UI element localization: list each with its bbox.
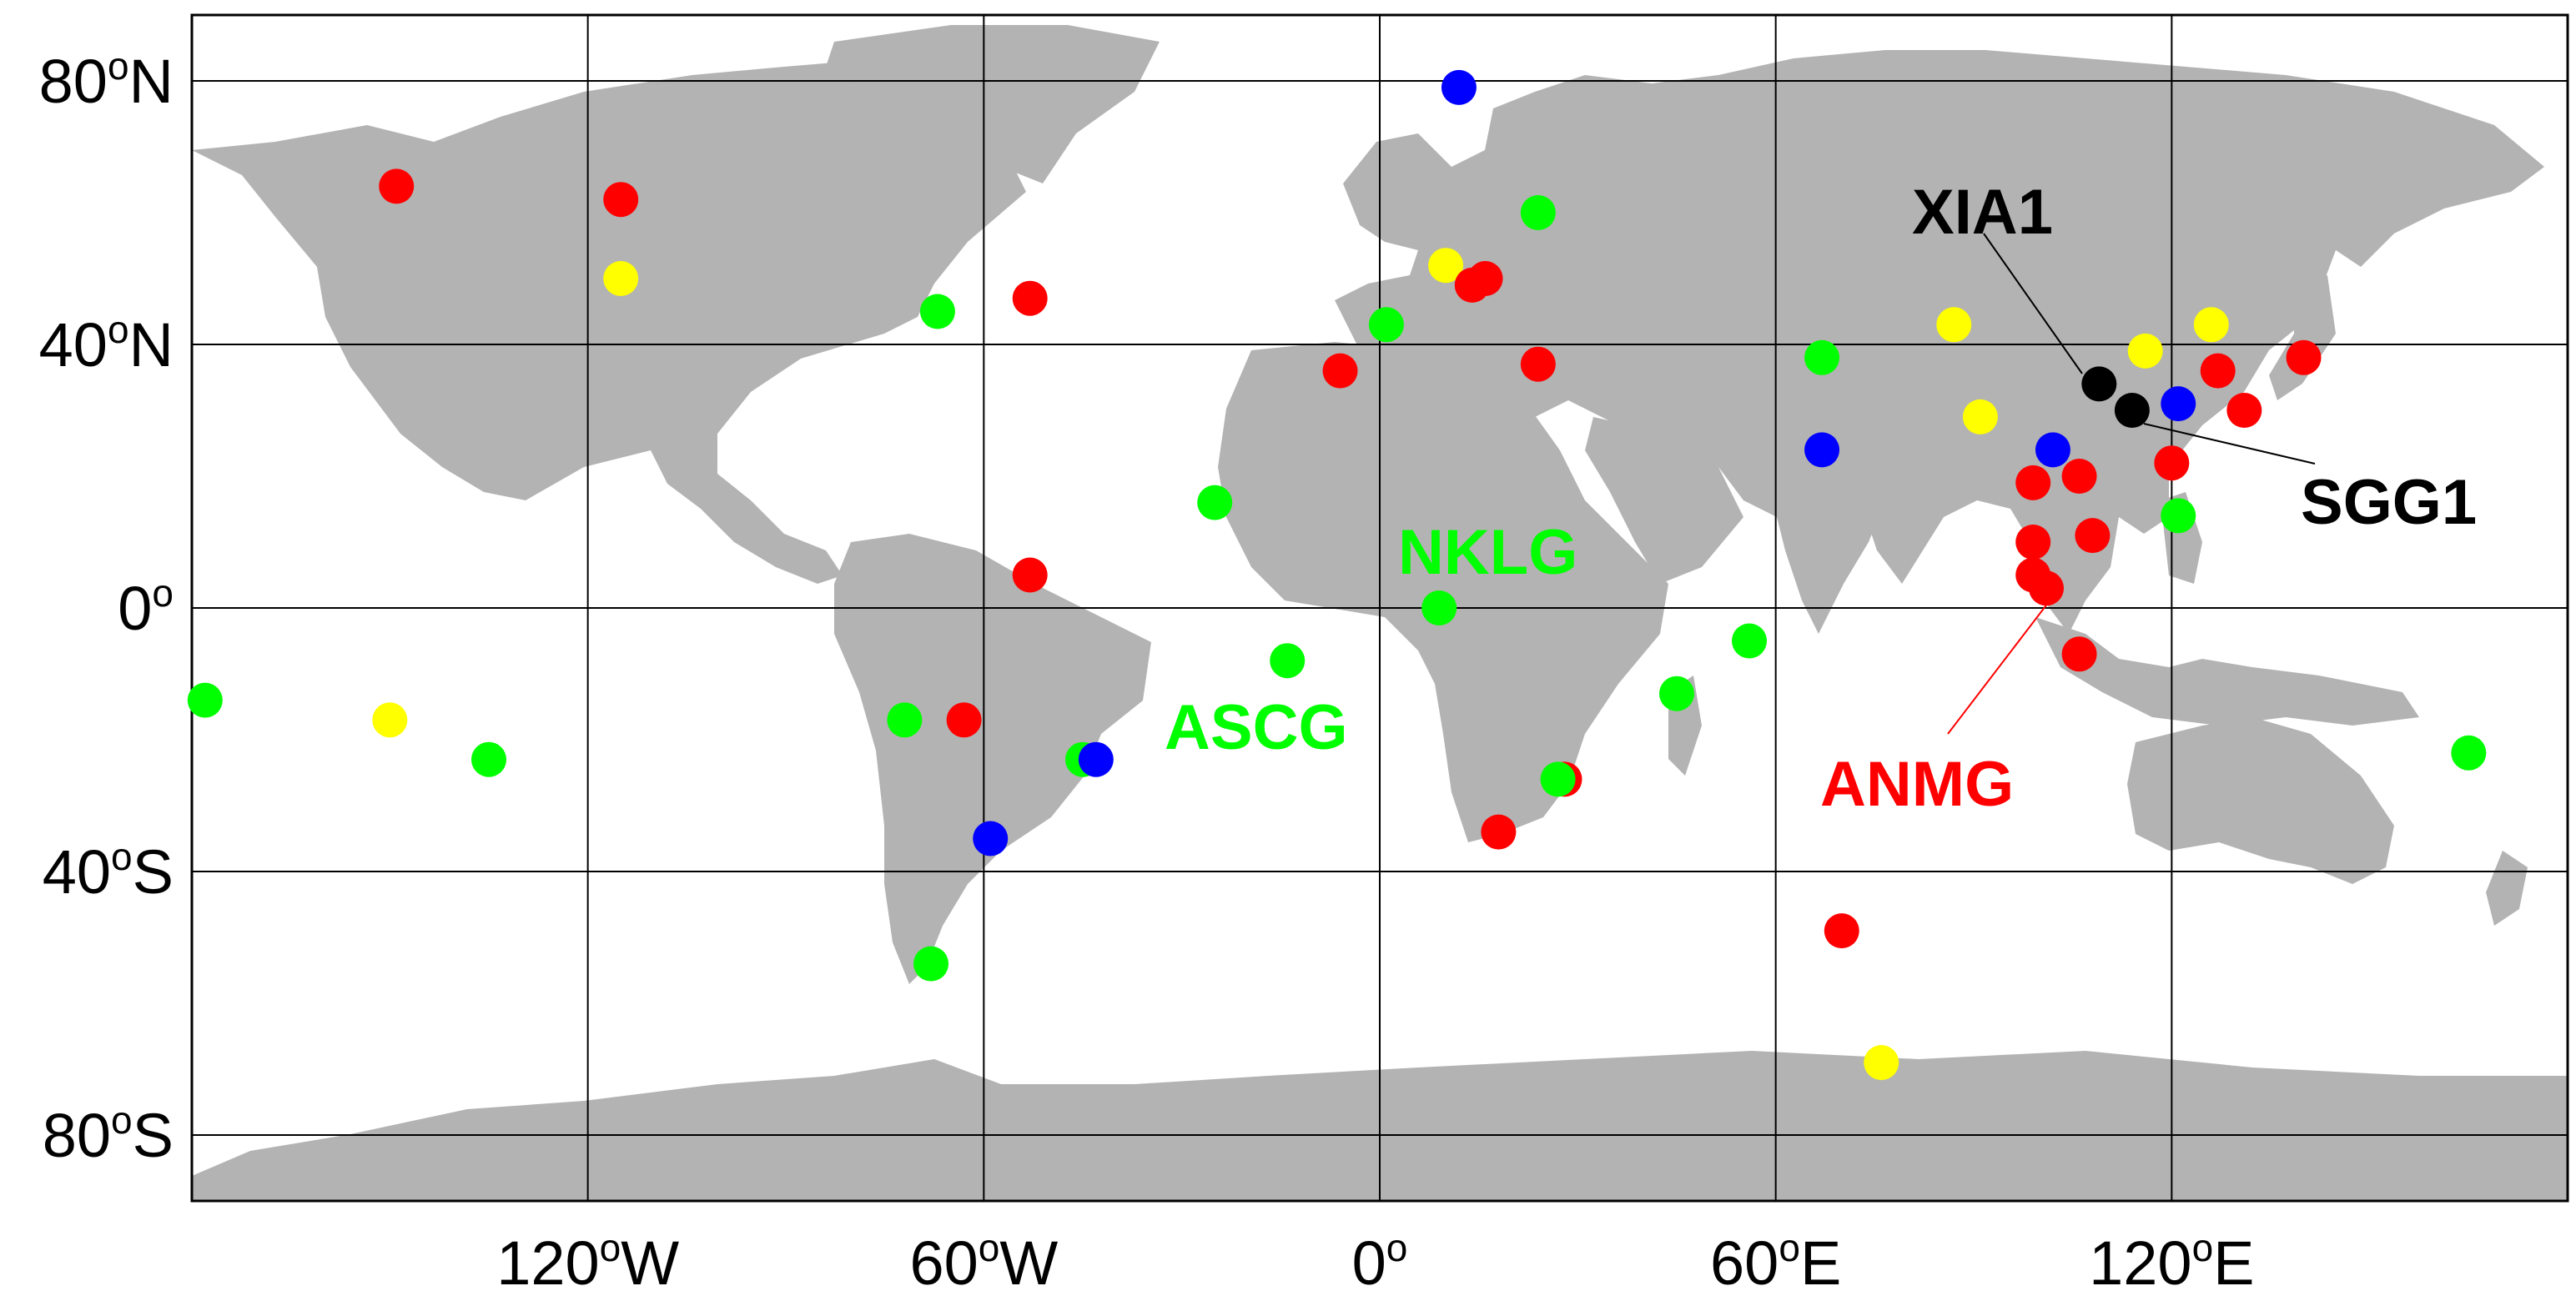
new-zealand [2486, 851, 2528, 926]
station-marker-yellow [2193, 307, 2229, 343]
station-marker-blue [2161, 386, 2196, 422]
station-marker-red [603, 182, 639, 218]
station-marker-red [1322, 353, 1358, 389]
station-marker-blue [1441, 69, 1477, 105]
station-marker-blue [1078, 741, 1114, 777]
station-marker-green [887, 702, 923, 738]
station-marker-blue [973, 821, 1009, 856]
station-marker-green [1197, 485, 1233, 520]
station-marker-red [1824, 913, 1859, 949]
label-ascg: ASCG [1165, 692, 1348, 763]
eurasia [1335, 50, 2544, 634]
arabian-peninsula [1585, 417, 1743, 584]
station-marker-black [2081, 366, 2117, 402]
lon-tick-label: 60oW [909, 1226, 1058, 1298]
longitude-tick-labels: 120oW 60oW 0o 60oE 120oE [496, 1226, 2254, 1298]
graticule [192, 15, 2568, 1201]
station-marker-red [379, 168, 415, 204]
station-marker-green [2161, 498, 2196, 534]
central-america [651, 450, 843, 584]
lon-tick-label: 120oE [2089, 1226, 2254, 1298]
station-marker-yellow [603, 261, 639, 296]
station-marker-yellow [2127, 333, 2163, 369]
station-marker-red [2029, 570, 2065, 606]
latitude-tick-labels: 80oN 40oN 0o 40oS 80oS [39, 44, 174, 1170]
station-marker-red [2200, 353, 2236, 389]
station-marker-green [1732, 623, 1768, 659]
station-marker-green [1659, 676, 1694, 711]
station-marker-red [1012, 280, 1048, 316]
station-marker-green [1270, 643, 1306, 679]
lat-tick-label: 40oN [39, 308, 174, 379]
station-marker-green [913, 946, 949, 982]
station-marker-yellow [372, 702, 408, 738]
indonesia [2035, 617, 2419, 726]
station-marker-red [2061, 459, 2097, 494]
station-marker-blue [1804, 432, 1840, 468]
station-marker-green [2451, 735, 2487, 771]
australia [2127, 717, 2394, 884]
station-marker-blue [2035, 432, 2070, 468]
station-marker-yellow [1962, 399, 1998, 435]
label-sgg1: SGG1 [2301, 467, 2477, 538]
station-marker-red [2154, 445, 2190, 481]
lon-tick-label: 60oE [1710, 1226, 1841, 1298]
station-marker-red [2226, 393, 2262, 428]
station-marker-red [1481, 814, 1517, 850]
station-marker-yellow [1936, 307, 1972, 343]
lon-tick-label: 0o [1352, 1226, 1408, 1298]
leader-lines [1947, 233, 2316, 735]
xia1-leader-line [1983, 233, 2083, 374]
lat-tick-label: 80oS [43, 1098, 174, 1170]
lat-tick-label: 80oN [39, 44, 174, 116]
lon-tick-label: 120oW [496, 1226, 679, 1298]
anmg-leader-line [1947, 588, 2060, 735]
station-marker-green [1520, 195, 1556, 230]
label-xia1: XIA1 [1912, 177, 2053, 248]
label-anmg: ANMG [1820, 749, 2014, 820]
station-marker-green [1421, 590, 1457, 625]
station-marker-green [1368, 307, 1404, 343]
station-marker-red [946, 702, 982, 738]
lat-tick-label: 0o [118, 571, 174, 643]
greenland [826, 25, 1160, 183]
india [1768, 475, 1885, 634]
station-marker-red [2015, 525, 2051, 560]
station-marker-red [1012, 557, 1048, 593]
station-marker-yellow [1428, 248, 1464, 284]
station-marker-green [187, 682, 223, 718]
station-marker-red [1520, 346, 1556, 382]
station-markers [187, 69, 2487, 1081]
map-frame [190, 13, 2569, 1203]
station-marker-red [2075, 518, 2111, 554]
station-marker-green [1540, 761, 1576, 797]
station-marker-yellow [1864, 1045, 1899, 1081]
station-marker-red [2015, 465, 2051, 500]
sgg1-leader-line [2143, 423, 2316, 465]
station-marker-black [2114, 393, 2150, 428]
japan [2269, 275, 2336, 400]
station-marker-green [919, 294, 955, 329]
station-marker-red [2286, 339, 2322, 375]
label-nklg: NKLG [1398, 517, 1577, 588]
station-marker-green [1804, 339, 1840, 375]
station-marker-red [1454, 267, 1490, 303]
station-marker-green [471, 741, 506, 777]
lat-tick-label: 40oS [43, 835, 174, 907]
station-marker-red [2061, 636, 2097, 672]
